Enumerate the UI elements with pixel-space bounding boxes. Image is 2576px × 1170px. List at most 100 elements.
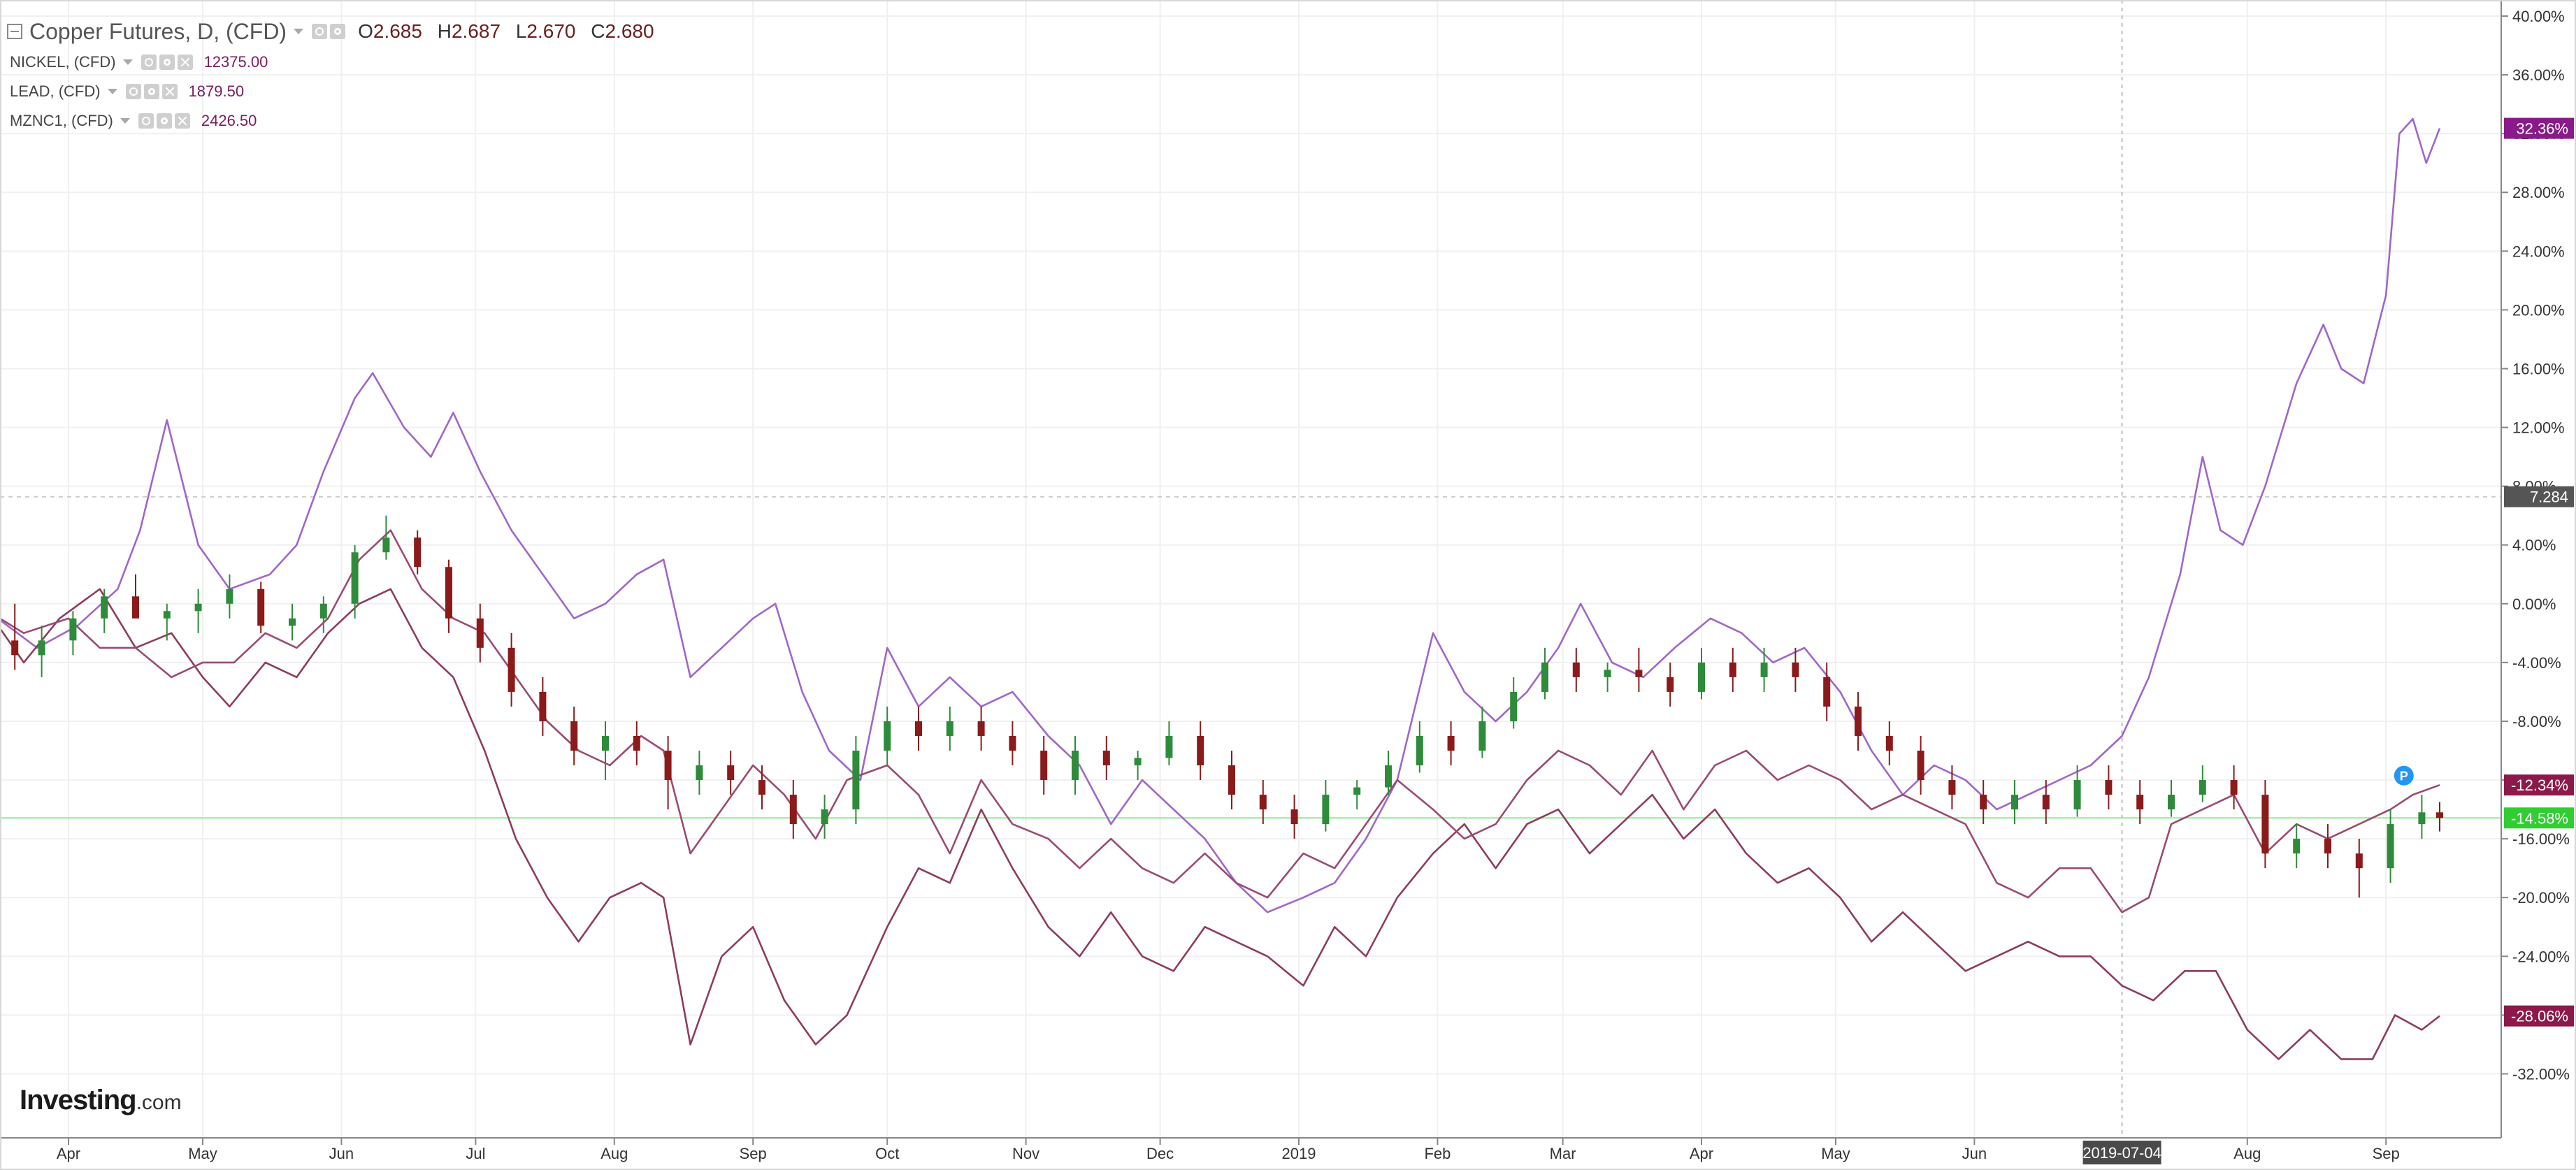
candle-body (633, 735, 640, 751)
close-icon[interactable] (177, 55, 193, 70)
chart-markers[interactable]: P (2394, 765, 2414, 786)
comparison-symbol[interactable]: NICKEL, (CFD) (10, 53, 116, 71)
candle (852, 735, 860, 825)
candle (1290, 795, 1298, 839)
gear-icon[interactable] (156, 113, 172, 129)
x-tick-label: Oct (875, 1145, 899, 1162)
candle (1478, 706, 1486, 758)
ohlc-values: O2.685 H2.687 L2.670 C2.680 (358, 20, 663, 43)
candle-body (163, 611, 171, 619)
candle (633, 721, 640, 766)
legend-row-lead[interactable]: LEAD, (CFD) 1879.50 (7, 77, 664, 106)
y-tick-label: -32.00% (2512, 1065, 2570, 1083)
candle-body (1855, 706, 1862, 736)
eye-icon[interactable] (138, 113, 154, 129)
comparison-symbol[interactable]: MZNC1, (CFD) (10, 112, 113, 129)
y-tick-label: 36.00% (2512, 66, 2565, 84)
main-symbol[interactable]: Copper Futures, D, (CFD) (29, 18, 287, 44)
investing-logo: Investing.com (20, 1085, 182, 1116)
chevron-down-icon[interactable] (294, 29, 304, 34)
eye-icon[interactable] (141, 55, 157, 70)
candle (1541, 647, 1548, 700)
candle-body (226, 588, 233, 604)
x-tick-label: Jul (466, 1145, 485, 1162)
gear-icon[interactable] (330, 24, 346, 39)
close-icon[interactable] (174, 113, 190, 129)
candle-body (977, 721, 985, 736)
event-marker[interactable] (2394, 765, 2414, 786)
low-value: 2.670 (526, 20, 576, 42)
legend-main-row[interactable]: Copper Futures, D, (CFD) O2.685 H2.687 L… (7, 15, 664, 48)
price-tag-box (2504, 1005, 2574, 1027)
candle (915, 706, 922, 751)
candle (696, 751, 703, 795)
candle (1416, 721, 1423, 773)
gear-icon[interactable] (143, 84, 159, 99)
x-tick-label: May (188, 1145, 217, 1162)
collapse-icon[interactable] (7, 24, 22, 39)
price-tag-box (2504, 486, 2574, 507)
event-marker-label[interactable]: P (2400, 770, 2408, 783)
candle (2293, 824, 2301, 869)
candle-body (414, 537, 422, 568)
candle-body (1572, 662, 1580, 677)
chevron-down-icon[interactable] (122, 59, 133, 65)
close-icon[interactable] (161, 84, 178, 99)
series-line-nickel (0, 117, 2441, 913)
candle-body (1635, 670, 1643, 677)
candle-body (1729, 662, 1736, 677)
candle (163, 603, 171, 641)
candle-body (11, 640, 19, 656)
candle-body (539, 691, 547, 721)
y-tick-label: 16.00% (2512, 360, 2565, 377)
candle (69, 611, 77, 656)
candle (508, 633, 515, 707)
candle-body (915, 721, 922, 736)
price-tag-box (2504, 774, 2574, 796)
candle-body (1290, 809, 1298, 825)
candle-body (69, 618, 77, 641)
y-tick-label: -4.00% (2512, 654, 2561, 672)
comparison-value: 2426.50 (201, 112, 257, 129)
candle (1009, 721, 1016, 766)
candle-body (821, 809, 828, 825)
x-tick-label: Mar (1550, 1145, 1576, 1162)
gear-icon[interactable] (159, 55, 175, 70)
x-tick-label: Feb (1424, 1145, 1451, 1162)
price-tag-label: -12.34% (2511, 777, 2568, 794)
candle-body (2105, 780, 2113, 795)
x-tick-label: Dec (1146, 1145, 1174, 1162)
candle (1760, 647, 1768, 692)
eye-icon[interactable] (125, 84, 141, 99)
candle-body (1604, 670, 1611, 677)
candle (1823, 662, 1831, 721)
candle-body (1102, 751, 1110, 766)
crosshair-date-label: 2019-07-04 (2082, 1144, 2161, 1162)
candle (1667, 662, 1674, 707)
price-tag-label: 7.284 (2530, 489, 2568, 506)
candle (946, 706, 954, 751)
y-tick-label: 0.00% (2512, 595, 2556, 613)
candle (414, 530, 422, 575)
crosshair-date-box (2082, 1141, 2161, 1164)
price-tag-label: -28.06% (2511, 1008, 2568, 1025)
candle-body (1478, 721, 1486, 751)
price-tag-label: 32.36% (2516, 120, 2568, 138)
candle (1353, 780, 1361, 810)
candle (2011, 780, 2018, 825)
logo-brand: Investing (20, 1085, 137, 1115)
comparison-symbol[interactable]: LEAD, (CFD) (10, 82, 101, 100)
chevron-down-icon[interactable] (120, 118, 130, 124)
chevron-down-icon[interactable] (107, 89, 117, 94)
candle-body (2436, 812, 2443, 818)
candle (1917, 735, 1924, 795)
candle-body (2418, 812, 2426, 825)
legend-row-zinc[interactable]: MZNC1, (CFD) 2426.50 (7, 106, 664, 136)
candle (539, 677, 547, 736)
series-line-lead (0, 588, 2440, 1060)
eye-icon[interactable] (312, 24, 328, 39)
legend-row-nickel[interactable]: NICKEL, (CFD) 12375.00 (7, 48, 664, 77)
